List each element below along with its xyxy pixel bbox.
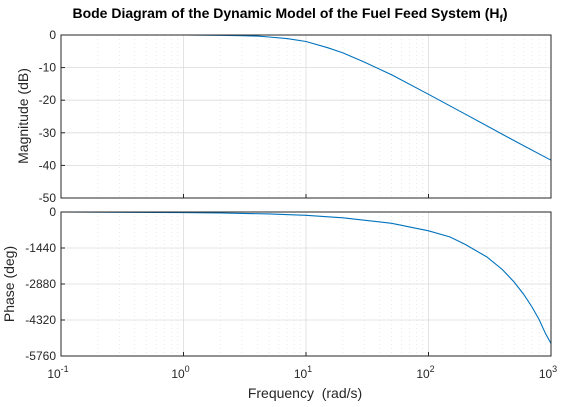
title-subscript: f xyxy=(500,14,504,25)
magnitude-y-tick-label: -20 xyxy=(39,93,57,107)
chart-title: Bode Diagram of the Dynamic Model of the… xyxy=(72,5,507,25)
magnitude-y-tick-label: -40 xyxy=(39,158,57,172)
magnitude-y-tick-label: 0 xyxy=(49,28,56,42)
tick-exponent: 0 xyxy=(185,364,190,374)
title-suffix: ) xyxy=(503,5,508,21)
tick-exponent: -1 xyxy=(61,364,69,374)
frequency-x-tick-label: 10-1 xyxy=(47,364,68,381)
magnitude-axis-label: Magnitude (dB) xyxy=(15,68,31,164)
tick-base: 10 xyxy=(171,367,185,381)
tick-base: 10 xyxy=(47,367,61,381)
phase-axes-border xyxy=(60,211,552,357)
tick-exponent: 3 xyxy=(552,364,557,374)
phase-y-tick-label: -4320 xyxy=(25,313,56,327)
phase-y-tick-label: -5760 xyxy=(25,349,56,363)
frequency-x-tick-label: 100 xyxy=(171,364,189,381)
magnitude-y-tick-label: -30 xyxy=(39,126,57,140)
phase-curve xyxy=(60,211,552,344)
tick-exponent: 1 xyxy=(307,364,312,374)
phase-axis-label: Phase (deg) xyxy=(1,246,17,322)
magnitude-y-tick-label: -10 xyxy=(39,61,57,75)
phase-y-tick-label: -1440 xyxy=(25,241,56,255)
frequency-x-tick-label: 101 xyxy=(294,364,312,381)
magnitude-y-tick-label: -50 xyxy=(39,191,57,205)
frequency-x-tick-label: 102 xyxy=(416,364,434,381)
tick-base: 10 xyxy=(294,367,308,381)
frequency-x-tick-label: 103 xyxy=(539,364,557,381)
magnitude-panel: 0 -10 -20 -30 -40 -50 xyxy=(39,28,552,205)
magnitude-axes-border xyxy=(60,34,552,199)
phase-y-tick-label: -2880 xyxy=(25,277,56,291)
phase-y-tick-label: 0 xyxy=(49,205,56,219)
frequency-axis-label: Frequency (rad/s) xyxy=(248,385,362,401)
tick-base: 10 xyxy=(416,367,430,381)
tick-base: 10 xyxy=(539,367,553,381)
title-main: Bode Diagram of the Dynamic Model of the… xyxy=(72,5,499,21)
tick-exponent: 2 xyxy=(430,364,435,374)
